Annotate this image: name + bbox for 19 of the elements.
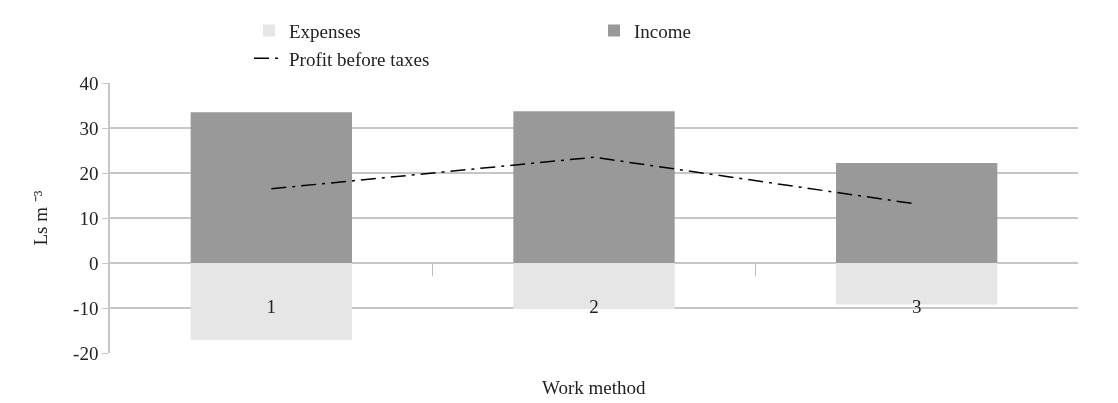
y-tick-label: -10: [73, 297, 99, 319]
legend-label: Expenses: [289, 20, 361, 42]
bar: [190, 263, 352, 340]
x-tick-label: 1: [266, 296, 277, 317]
x-tick-label: 3: [911, 296, 922, 317]
x-tick-label: 2: [589, 296, 599, 317]
y-tick-label: 0: [88, 252, 99, 274]
x-axis-title: Work method: [542, 377, 646, 398]
bar: [836, 163, 998, 263]
y-tick-label: 20: [79, 162, 99, 184]
legend-label: Profit before taxes: [289, 48, 430, 70]
y-tick-label: 10: [79, 207, 99, 229]
y-tick-label: -20: [73, 342, 99, 364]
y-tick-label: 30: [79, 117, 99, 139]
y-tick-label: 40: [79, 72, 99, 94]
bar: [190, 112, 352, 263]
y-axis-title: Ls m ⁻³: [30, 190, 52, 246]
legend-label: Income: [634, 20, 691, 42]
bar: [513, 111, 675, 263]
